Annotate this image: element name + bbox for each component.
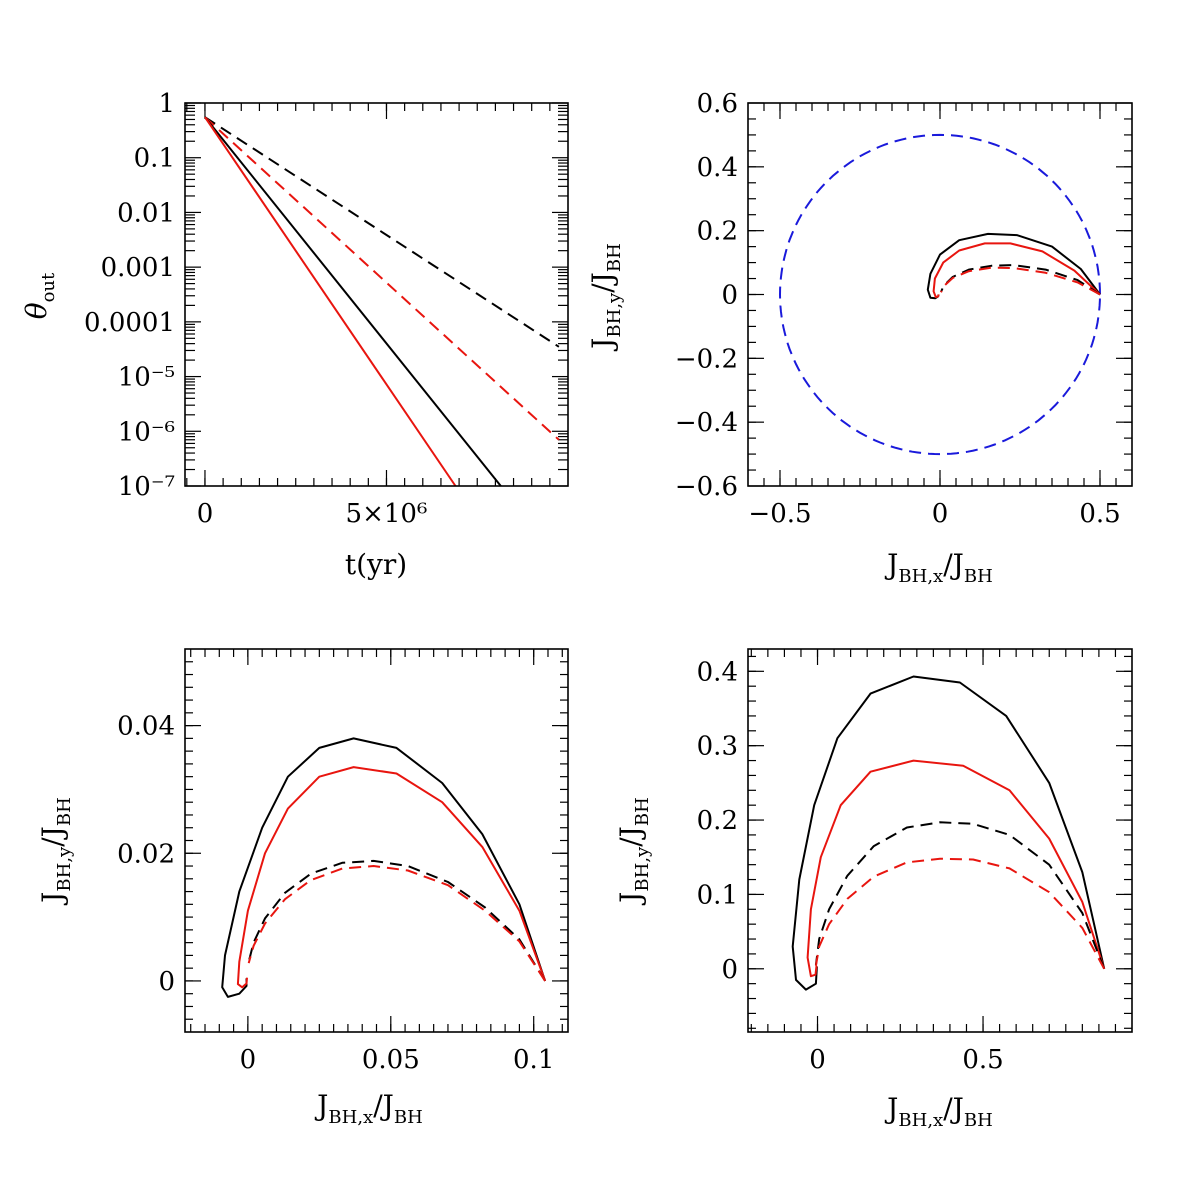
series-red-dashed [814,857,1106,970]
panel-jbh-zoom-small: 0 0.05 0.1 0.04 0.02 0 JBH,x/JBH JBH,y/JBH [36,648,569,1128]
series-black-solid [926,232,1101,300]
series-red-solid [204,116,457,487]
x-axis-label: t(yr) [345,548,407,581]
y-tick-label: 10⁻⁵ [118,363,175,393]
y-tick-label: 0.4 [697,153,738,183]
x-tick-label: −0.5 [748,499,811,529]
x-tick-label: 0.5 [962,1045,1003,1075]
x-axis-label: JBH,x/JBH [884,548,993,587]
y-tick-label: 0 [721,955,738,985]
y-tick-label: 0.1 [134,144,175,174]
panel-jbh-zoom-large: 0 0.5 0.4 0.3 0.2 0.1 0 JBH,x/JBH JBH,y/JBH [614,648,1133,1131]
plot-frame [747,648,1133,1033]
plot-frame [747,102,1133,487]
y-tick-label: −0.4 [675,408,738,438]
y-tick-label: 0.0001 [84,308,175,338]
x-tick-label: 0.1 [513,1045,554,1075]
y-tick-label: 0.04 [117,712,175,742]
x-tick-label: 0.5 [1079,499,1120,529]
plot-frame [184,102,569,487]
y-axis-label: JBH,y/JBH [586,243,625,352]
plot-frame [184,648,569,1033]
y-tick-label: 10⁻⁶ [118,417,175,447]
y-tick-label: 1 [158,89,175,119]
y-tick-label: 0.6 [697,89,738,119]
y-tick-label: 0.3 [697,732,738,762]
series-black-dashed [814,821,1106,970]
svg-text:JBH,y/JBH: JBH,y/JBH [614,797,653,906]
series-red-dashed [940,266,1101,296]
x-tick-label: 0 [197,499,214,529]
series-red-solid [932,242,1101,299]
panel-theta-vs-time: 0 5×10⁶ 1 0.1 0.01 0.001 0.0001 10⁻⁵ 10⁻⁶ 10⁻⁷ t(… [20,89,569,581]
panel-jbh-full-circle: −0.5 0 0.5 0.6 0.4 0.2 0 −0.2 −0.4 −0.6 JBH,x/JBH… [586,89,1133,587]
series-black-solid [791,675,1106,991]
series-blue-circle [778,133,1101,456]
y-tick-label: 0 [721,281,738,311]
series-black-solid [221,737,547,998]
y-tick-label: 0 [158,967,175,997]
series-red-dashed [247,865,546,982]
y-tick-label: 0.1 [697,880,738,910]
y-tick-label: 10⁻⁷ [118,472,175,502]
series-red-dashed [204,116,560,441]
y-tick-label: 0.2 [697,806,738,836]
x-tick-label: 0.05 [362,1045,420,1075]
y-tick-label: 0.01 [117,198,175,228]
series-red-solid [806,759,1106,978]
x-axis-label: JBH,x/JBH [314,1089,423,1128]
x-tick-label: 0 [809,1045,826,1075]
y-tick-label: −0.6 [675,472,738,502]
svg-text:θout: θout [20,272,59,319]
series-red-solid [236,766,547,989]
x-tick-label: 0 [932,499,949,529]
y-tick-label: −0.2 [675,344,738,374]
y-axis-label: JBH,y/JBH [614,797,653,906]
series-black-dashed [247,859,546,982]
svg-text:JBH,y/JBH: JBH,y/JBH [36,797,75,906]
y-tick-label: 0.4 [697,657,738,687]
y-tick-label: 0.02 [117,839,175,869]
svg-text:JBH,y/JBH: JBH,y/JBH [586,243,625,352]
y-tick-label: 0.2 [697,217,738,247]
series-black-dashed [204,116,560,348]
y-tick-label: 0.001 [101,253,175,283]
x-axis-label: JBH,x/JBH [884,1092,993,1131]
x-tick-label: 5×10⁶ [346,499,428,529]
y-axis-label: JBH,y/JBH [36,797,75,906]
y-axis-label: θout [20,272,59,319]
series-black-solid [204,116,502,487]
x-tick-label: 0 [240,1045,257,1075]
